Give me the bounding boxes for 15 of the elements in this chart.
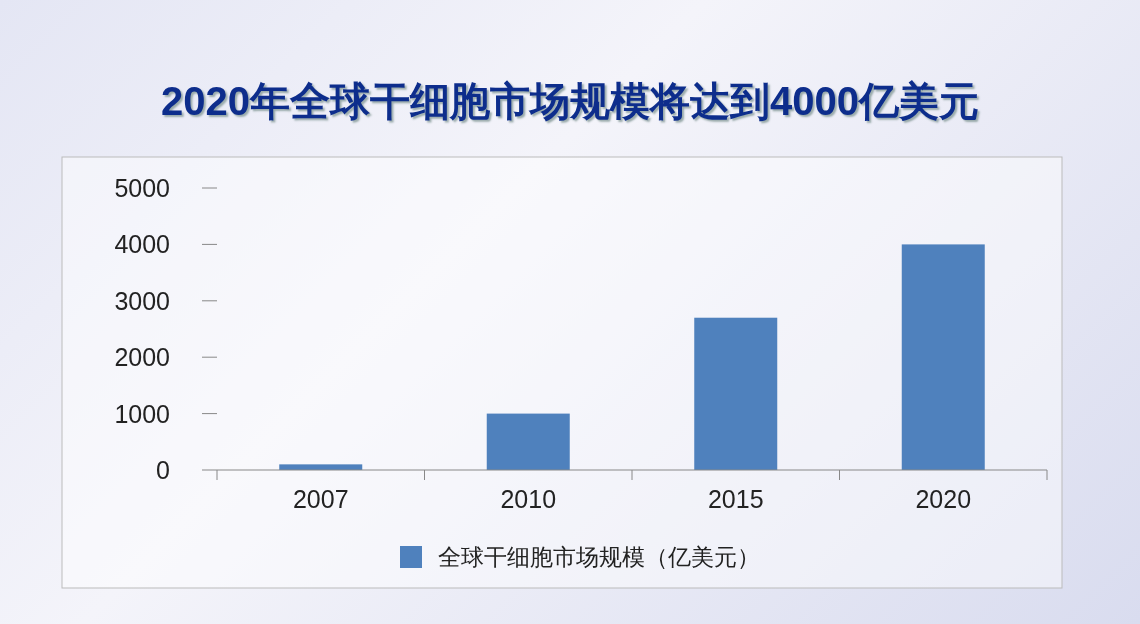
x-tick-label: 2020 <box>915 485 972 513</box>
x-tick-label: 2010 <box>500 485 557 513</box>
y-tick-label: 0 <box>156 456 170 484</box>
bar <box>486 413 570 470</box>
y-tick-label: 1000 <box>114 399 170 428</box>
y-tick-label: 4000 <box>114 230 170 259</box>
bar <box>901 244 985 470</box>
x-tick-label: 2015 <box>707 485 764 513</box>
y-tick-label: 2000 <box>114 343 170 372</box>
x-tick-label: 2007 <box>292 485 349 513</box>
legend-label: 全球干细胞市场规模（亿美元） <box>438 544 760 570</box>
y-tick-label: 3000 <box>114 286 170 315</box>
chart-title: 2020年全球干细胞市场规模将达到4000亿美元 <box>161 79 979 123</box>
bar <box>694 317 778 470</box>
y-tick-label: 5000 <box>114 174 170 202</box>
